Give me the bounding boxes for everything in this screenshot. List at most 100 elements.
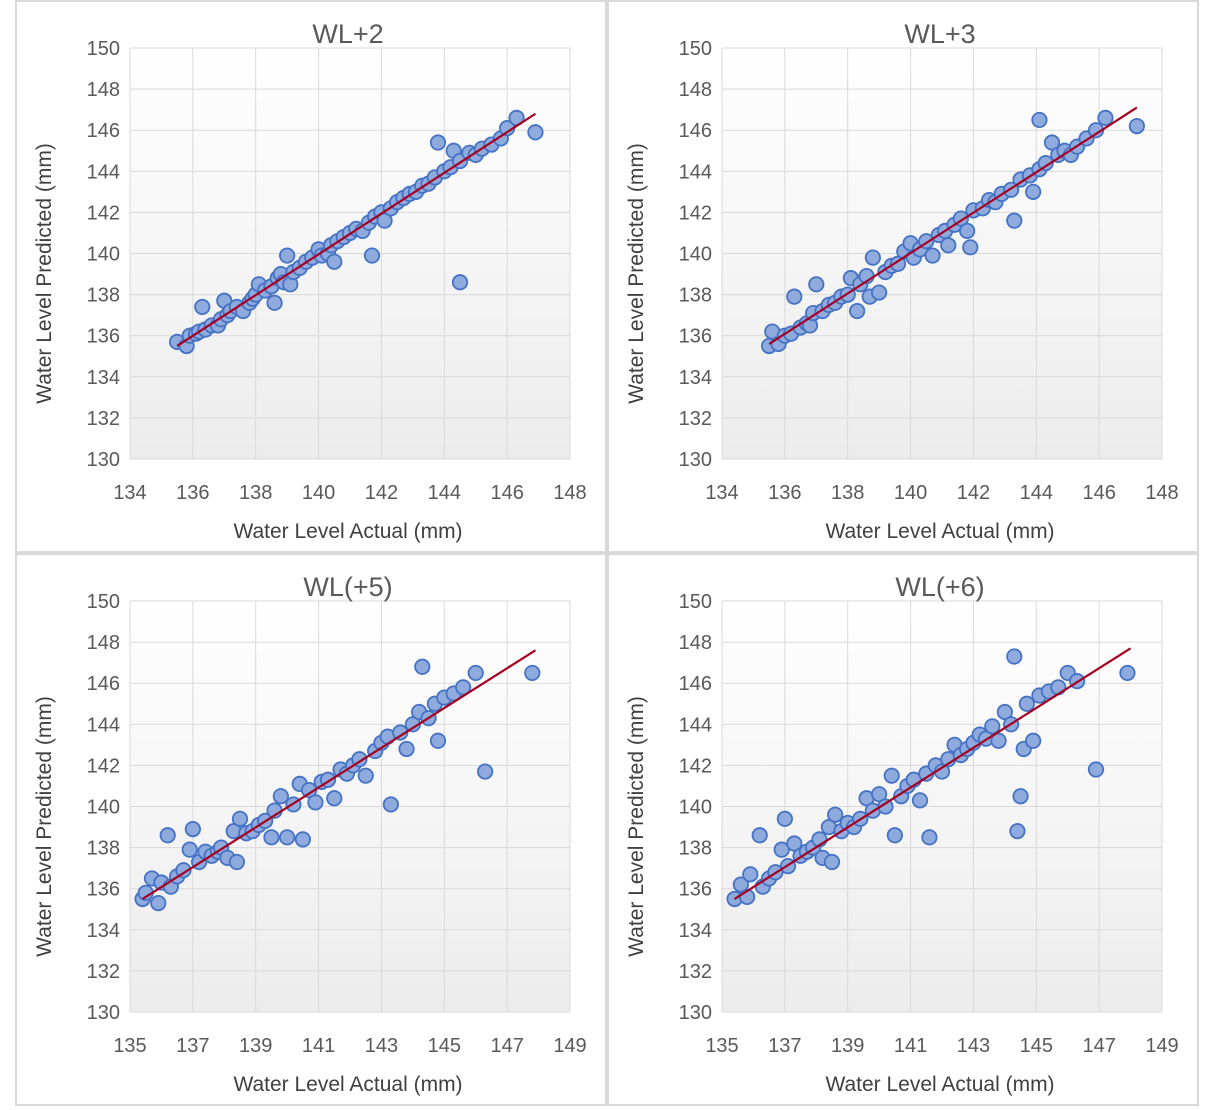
chart-svg: 130 132 134 136 138 140 142 144 146 148 150 135 137 1… [625, 572, 1179, 1096]
y-axis-title: Water Level Predicted (mm) [625, 143, 648, 404]
y-tick-label: 146 [679, 673, 712, 695]
data-point [871, 786, 888, 803]
x-tick-label: 145 [1020, 1035, 1053, 1057]
x-tick-label: 135 [113, 1035, 146, 1057]
data-point [159, 827, 176, 844]
y-tick-label: 140 [679, 797, 712, 819]
x-tick-label: 139 [831, 1035, 864, 1057]
data-point [1006, 212, 1023, 229]
data-point [414, 658, 431, 675]
y-tick-label: 132 [87, 408, 120, 430]
y-tick-label: 134 [679, 367, 712, 389]
data-point [1031, 111, 1048, 129]
data-point [228, 853, 245, 871]
x-axis-title: Water Level Actual (mm) [825, 1073, 1054, 1096]
data-point [451, 274, 469, 291]
data-point [776, 810, 793, 827]
chart-title: WL+2 [312, 19, 383, 49]
data-point [823, 853, 841, 871]
x-tick-label: 136 [176, 482, 209, 504]
data-point [181, 841, 198, 858]
y-tick-label: 148 [679, 632, 712, 654]
data-point [786, 288, 803, 305]
x-tick-label: 143 [957, 1035, 990, 1057]
data-point [959, 222, 976, 239]
y-tick-label: 144 [679, 161, 712, 183]
y-tick-label: 138 [679, 838, 712, 860]
data-point [732, 876, 749, 893]
y-tick-label: 144 [87, 161, 120, 183]
y-tick-label: 150 [679, 591, 712, 613]
trend-line [176, 112, 537, 347]
data-point [883, 767, 900, 784]
chart-svg: 130 132 134 136 138 140 142 144 146 148 150 134 136 1… [625, 19, 1179, 543]
data-point [1006, 648, 1023, 665]
x-tick-label: 139 [239, 1035, 272, 1057]
y-tick-label: 150 [87, 591, 120, 613]
data-point [786, 835, 803, 852]
data-point [742, 866, 759, 883]
y-tick-label: 132 [679, 961, 712, 983]
data-point [1087, 761, 1105, 778]
x-tick-label: 149 [553, 1035, 586, 1057]
data-point [398, 740, 415, 758]
x-tick-label: 137 [768, 1035, 801, 1057]
x-tick-label: 142 [957, 482, 990, 504]
data-point [849, 302, 866, 320]
trend-line [733, 647, 1132, 900]
y-tick-label: 134 [87, 920, 120, 942]
y-tick-label: 138 [679, 285, 712, 307]
data-point [524, 664, 541, 682]
data-point [376, 212, 393, 229]
y-tick-label: 140 [679, 244, 712, 266]
data-point [940, 237, 957, 254]
data-point [1097, 109, 1114, 126]
y-tick-label: 140 [87, 244, 120, 266]
chart-panel-wl5: 130 132 134 136 138 140 142 144 146 148 150 135 137 1… [15, 553, 607, 1106]
trend-line [768, 106, 1138, 345]
x-tick-label: 141 [894, 1035, 927, 1057]
data-point [527, 124, 544, 141]
data-point [886, 827, 903, 844]
y-tick-label: 150 [679, 38, 712, 60]
data-point [266, 294, 283, 311]
data-point [984, 718, 1001, 735]
x-tick-label: 147 [490, 1035, 523, 1057]
data-point [307, 794, 324, 811]
x-tick-label: 136 [768, 482, 801, 504]
data-point [279, 829, 296, 846]
x-axis-title: Water Level Actual (mm) [825, 520, 1054, 543]
data-point [911, 792, 929, 809]
y-tick-label: 140 [87, 797, 120, 819]
chart-title: WL+3 [904, 19, 975, 49]
y-tick-label: 130 [87, 1002, 120, 1024]
data-point [1037, 154, 1054, 172]
x-tick-label: 147 [1082, 1035, 1115, 1057]
y-tick-label: 142 [87, 755, 120, 777]
x-tick-label: 138 [831, 482, 864, 504]
y-tick-label: 148 [679, 79, 712, 101]
data-point [175, 862, 192, 879]
chart-title: WL(+6) [895, 572, 984, 602]
data-point [1025, 183, 1042, 200]
y-axis-title: Water Level Predicted (mm) [33, 143, 56, 404]
data-point [773, 841, 790, 858]
trend-line [141, 649, 537, 900]
data-point [877, 798, 894, 815]
data-point [1043, 134, 1061, 151]
x-axis-title: Water Level Actual (mm) [233, 1073, 462, 1096]
x-tick-label: 141 [302, 1035, 335, 1057]
x-tick-label: 137 [176, 1035, 209, 1057]
data-point [864, 249, 881, 266]
y-tick-label: 136 [87, 326, 120, 348]
x-tick-label: 134 [113, 482, 146, 504]
data-point [1050, 679, 1067, 696]
data-point [467, 664, 484, 682]
y-tick-label: 136 [679, 879, 712, 901]
x-tick-label: 145 [428, 1035, 461, 1057]
y-tick-label: 148 [87, 79, 120, 101]
y-tick-label: 138 [87, 838, 120, 860]
x-tick-label: 148 [1145, 482, 1178, 504]
y-axis-title: Water Level Predicted (mm) [33, 696, 56, 957]
